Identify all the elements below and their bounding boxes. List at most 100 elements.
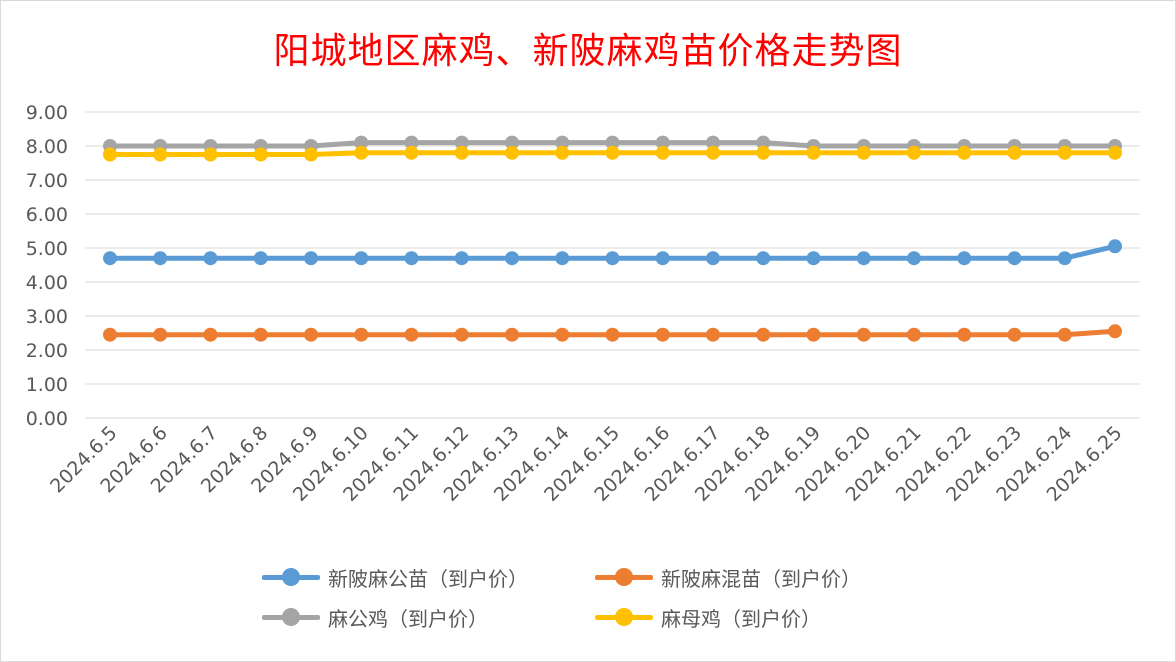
data-point-series-1 xyxy=(354,251,369,266)
data-point-series-1 xyxy=(706,251,720,266)
data-point-series-1 xyxy=(856,251,871,266)
legend-swatch-series-1 xyxy=(260,560,322,594)
legend-item-series-1: 新陂麻公苗（到户价） xyxy=(260,560,528,594)
series-4 xyxy=(103,145,1122,162)
data-point-series-2 xyxy=(1108,324,1122,339)
legend-marker-series-1 xyxy=(282,568,300,586)
y-tick-label: 2.00 xyxy=(26,340,68,362)
data-point-series-2 xyxy=(655,327,670,342)
data-point-series-2 xyxy=(454,327,469,342)
data-point-series-3 xyxy=(454,135,469,150)
data-point-series-4 xyxy=(404,145,419,160)
y-tick-label: 0.00 xyxy=(26,408,68,430)
data-point-series-2 xyxy=(354,327,369,342)
legend-item-series-4: 麻母鸡（到户价） xyxy=(593,600,821,634)
y-tick-label: 4.00 xyxy=(26,272,68,294)
legend-swatch-series-4 xyxy=(593,600,655,634)
data-point-series-2 xyxy=(1057,327,1072,342)
data-point-series-1 xyxy=(655,251,670,266)
data-point-series-2 xyxy=(203,327,218,342)
data-point-series-4 xyxy=(304,147,318,162)
legend-swatch-series-3 xyxy=(260,600,322,634)
data-point-series-4 xyxy=(756,145,771,160)
data-point-series-2 xyxy=(605,327,620,342)
data-point-series-1 xyxy=(505,251,519,266)
data-point-series-2 xyxy=(1007,327,1022,342)
data-point-series-2 xyxy=(756,327,771,342)
data-point-series-1 xyxy=(806,251,821,266)
series-1 xyxy=(103,239,1122,266)
data-point-series-1 xyxy=(103,251,117,266)
data-point-series-4 xyxy=(655,145,670,160)
data-point-series-1 xyxy=(253,251,268,266)
data-point-series-2 xyxy=(505,327,519,342)
data-point-series-2 xyxy=(706,327,720,342)
data-point-series-1 xyxy=(555,251,570,266)
y-tick-label: 1.00 xyxy=(26,374,68,396)
data-point-series-1 xyxy=(1108,239,1122,254)
data-point-series-4 xyxy=(806,145,821,160)
legend-label-series-1: 新陂麻公苗（到户价） xyxy=(328,566,528,591)
data-point-series-2 xyxy=(153,327,168,342)
data-point-series-1 xyxy=(203,251,218,266)
data-point-series-1 xyxy=(404,251,419,266)
x-axis-ticks: 2024.6.52024.6.62024.6.72024.6.82024.6.9… xyxy=(46,422,1126,506)
data-point-series-3 xyxy=(404,135,419,150)
data-point-series-4 xyxy=(1108,145,1122,160)
data-point-series-3 xyxy=(706,135,720,150)
series-layer xyxy=(103,135,1122,342)
data-point-series-2 xyxy=(103,327,117,342)
legend-marker-series-2 xyxy=(615,568,633,586)
data-point-series-4 xyxy=(354,145,369,160)
data-point-series-4 xyxy=(505,145,519,160)
data-point-series-4 xyxy=(1057,145,1072,160)
data-point-series-1 xyxy=(1057,251,1072,266)
data-point-series-1 xyxy=(454,251,469,266)
data-point-series-1 xyxy=(153,251,168,266)
data-point-series-3 xyxy=(354,135,369,150)
data-point-series-4 xyxy=(103,147,117,162)
data-point-series-3 xyxy=(505,135,519,150)
legend-marker-series-4 xyxy=(615,608,633,626)
chart-title: 阳城地区麻鸡、新陂麻鸡苗价格走势图 xyxy=(273,31,903,72)
legend-swatch-series-2 xyxy=(593,560,655,594)
data-point-series-4 xyxy=(706,145,720,160)
data-point-series-4 xyxy=(856,145,871,160)
data-point-series-2 xyxy=(555,327,570,342)
data-point-series-1 xyxy=(605,251,620,266)
legend-marker-series-3 xyxy=(282,608,300,626)
data-point-series-1 xyxy=(304,251,318,266)
data-point-series-4 xyxy=(454,145,469,160)
data-point-series-3 xyxy=(756,135,771,150)
legend-label-series-3: 麻公鸡（到户价） xyxy=(328,606,488,631)
data-point-series-2 xyxy=(907,327,921,342)
y-tick-label: 3.00 xyxy=(26,306,68,328)
data-point-series-4 xyxy=(153,147,168,162)
y-tick-label: 8.00 xyxy=(26,136,68,158)
y-tick-label: 6.00 xyxy=(26,204,68,226)
data-point-series-4 xyxy=(907,145,921,160)
grid-lines xyxy=(85,111,1140,419)
data-point-series-1 xyxy=(1007,251,1022,266)
data-point-series-1 xyxy=(957,251,972,266)
legend-item-series-2: 新陂麻混苗（到户价） xyxy=(593,560,861,594)
data-point-series-2 xyxy=(856,327,871,342)
data-point-series-3 xyxy=(655,135,670,150)
data-point-series-4 xyxy=(957,145,972,160)
legend-item-series-3: 麻公鸡（到户价） xyxy=(260,600,488,634)
data-point-series-4 xyxy=(555,145,570,160)
y-tick-label: 9.00 xyxy=(26,102,68,124)
data-point-series-2 xyxy=(404,327,419,342)
data-point-series-4 xyxy=(203,147,218,162)
series-2 xyxy=(103,324,1122,342)
data-point-series-4 xyxy=(1007,145,1022,160)
data-point-series-2 xyxy=(304,327,318,342)
data-point-series-4 xyxy=(605,145,620,160)
data-point-series-2 xyxy=(253,327,268,342)
data-point-series-1 xyxy=(756,251,771,266)
data-point-series-1 xyxy=(907,251,921,266)
data-point-series-4 xyxy=(253,147,268,162)
data-point-series-2 xyxy=(806,327,821,342)
